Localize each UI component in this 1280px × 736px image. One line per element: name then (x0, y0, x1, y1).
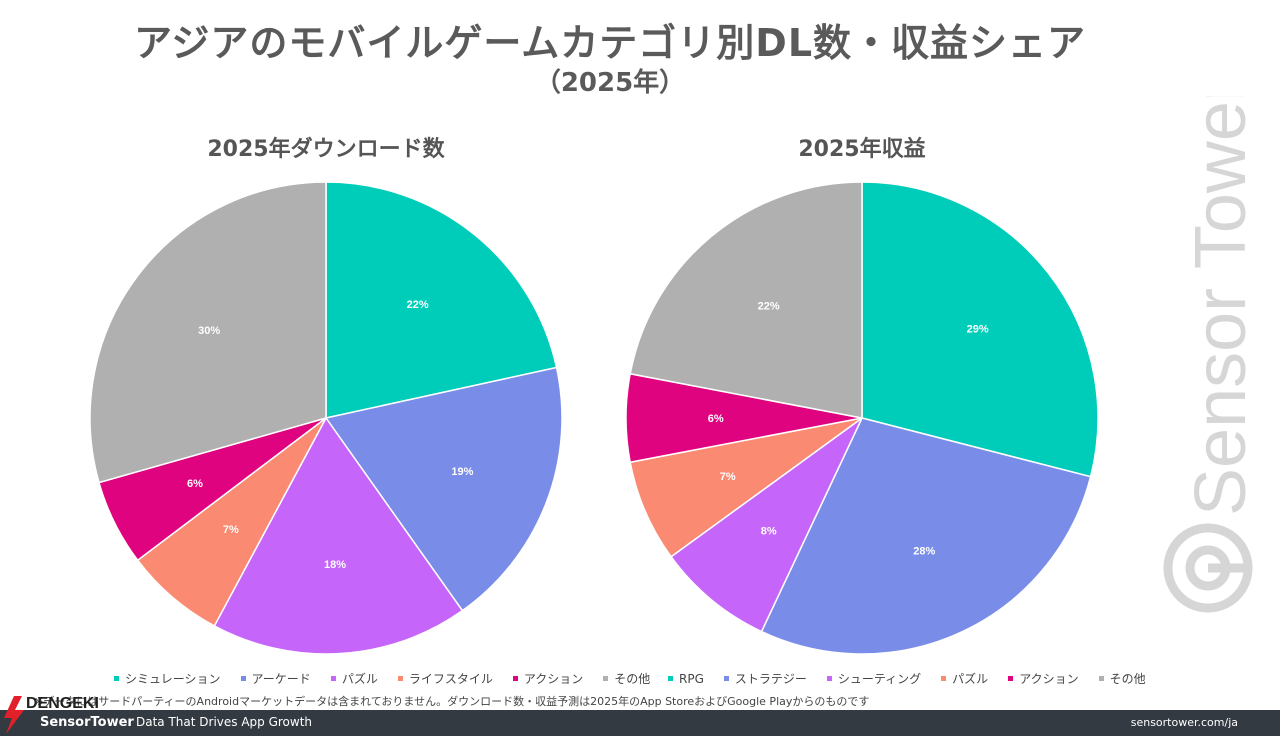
revenue-legend-item: ストラテジー (723, 670, 807, 687)
downloads-slice-label-3: 7% (223, 524, 239, 536)
footer-brand: SensorTower (40, 715, 134, 730)
downloads-legend-item: アクション (512, 670, 584, 687)
revenue-slice-2 (670, 417, 863, 633)
downloads-legend-item: アーケード (240, 670, 311, 687)
legend-swatch (114, 676, 119, 681)
sensor-tower-watermark: Sensor Tower (1163, 96, 1261, 613)
legend-label: シミュレーション (125, 672, 221, 686)
footer-bar: SensorTower Data That Drives App Growth … (0, 710, 1280, 736)
downloads-legend-item: その他 (603, 670, 650, 687)
downloads-slice-label-1: 19% (451, 466, 473, 478)
revenue-slice-label-1: 28% (913, 545, 935, 557)
downloads-slice-0 (325, 181, 558, 419)
legend-swatch (603, 676, 609, 681)
revenue-slice-label-5: 22% (758, 300, 780, 312)
legend-label: その他 (614, 672, 651, 686)
chart-subtitle: （2025年） (534, 68, 686, 98)
downloads-slice-label-0: 22% (407, 299, 429, 311)
legend-swatch (1008, 676, 1014, 681)
revenue-legend-item: RPG (668, 670, 704, 687)
legend-label: ストラテジー (734, 672, 807, 686)
legend-label: シューティング (837, 672, 922, 686)
legend-label: アクション (523, 672, 584, 686)
revenue-slice-label-2: 8% (761, 526, 777, 538)
legend-swatch (397, 676, 403, 681)
legend-swatch (723, 676, 729, 681)
chart-title: アジアのモバイルゲームカテゴリ別DL数・収益シェア (133, 21, 1087, 65)
legend-label: RPG (679, 671, 704, 686)
revenue-slice-3 (629, 417, 863, 558)
sensor-tower-logo-icon (1163, 523, 1253, 613)
revenue-slice-1 (760, 417, 1092, 655)
legend-swatch (826, 676, 832, 681)
revenue-slice-label-3: 7% (720, 471, 736, 483)
legend-swatch (330, 676, 336, 681)
legend-label: ライフスタイル (408, 672, 493, 686)
revenue-legend-item: その他 (1098, 670, 1146, 687)
footer-tagline: Data That Drives App Growth (136, 715, 313, 729)
legend-swatch (941, 676, 947, 681)
revenue-legend-item: シューティング (826, 670, 922, 687)
legend-swatch (1098, 676, 1104, 681)
downloads-pie-title: 2025年ダウンロード数 (207, 137, 445, 162)
legend-label: アクション (1019, 672, 1079, 686)
downloads-legend: シミュレーション アーケード パズル ライフスタイル アクション その他 (114, 670, 650, 687)
revenue-pie-title: 2025年収益 (798, 137, 926, 162)
footnote: ※データにはサードパーティーのAndroidマーケットデータは含まれておりません… (34, 695, 870, 708)
downloads-slice-label-5: 30% (198, 325, 220, 337)
downloads-legend-item: シミュレーション (114, 670, 221, 687)
legend-label: パズル (341, 672, 378, 686)
revenue-legend-item: パズル (941, 670, 988, 687)
downloads-legend-item: ライフスタイル (397, 670, 493, 687)
lightning-bolt-icon (4, 696, 24, 734)
logo-text: DENGEKI (26, 695, 99, 712)
legend-swatch (512, 676, 518, 681)
legend-swatch (240, 676, 246, 681)
downloads-slice-label-4: 6% (187, 478, 203, 490)
legend-label: アーケード (251, 672, 311, 686)
downloads-slice-2 (213, 416, 464, 655)
footer-url[interactable]: sensortower.com/ja (1130, 716, 1238, 729)
revenue-slice-0 (861, 181, 1099, 478)
revenue-slice-5 (629, 181, 863, 419)
legend-label: パズル (952, 672, 989, 686)
revenue-legend: RPG ストラテジー シューティング パズル アクション その他 (668, 670, 1146, 687)
dengeki-logo: DENGEKI (4, 695, 99, 734)
revenue-legend-item: アクション (1008, 670, 1079, 687)
revenue-slice-label-4: 6% (708, 413, 724, 425)
downloads-slice-5 (89, 181, 327, 484)
revenue-slice-label-0: 29% (967, 323, 989, 335)
legend-swatch (668, 676, 673, 681)
downloads-slice-1 (324, 366, 563, 612)
downloads-legend-item: パズル (330, 670, 378, 687)
downloads-slice-label-2: 18% (324, 559, 346, 571)
legend-label: その他 (1109, 672, 1146, 686)
watermark-text: Sensor Tower (1181, 96, 1261, 516)
